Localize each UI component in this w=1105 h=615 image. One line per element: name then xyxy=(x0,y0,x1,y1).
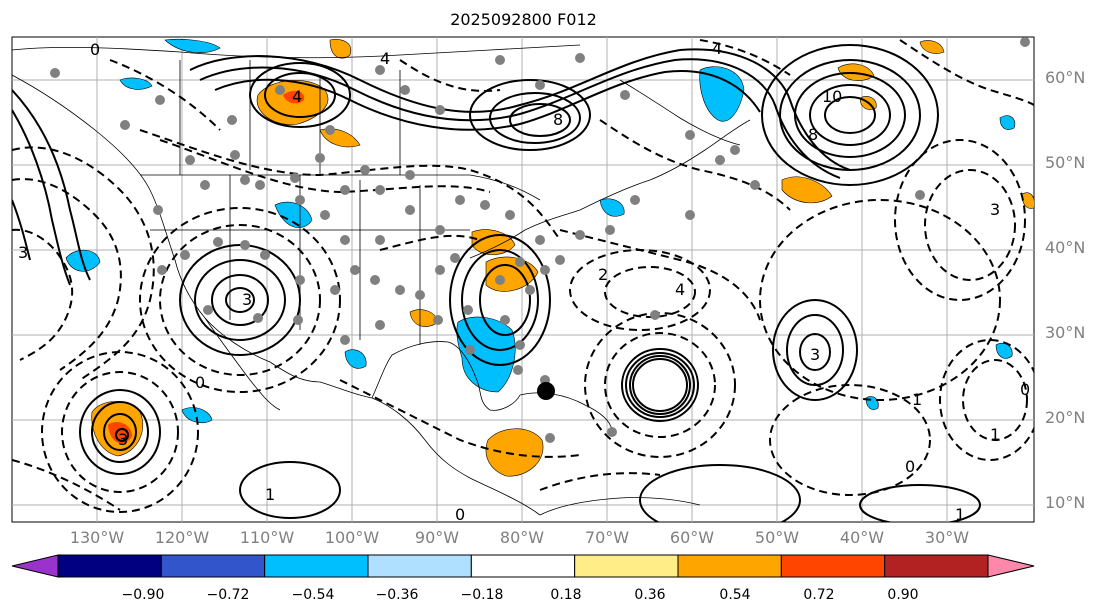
dashed-contours xyxy=(12,39,1034,513)
contour-label: 1 xyxy=(955,505,965,524)
contour-label: 4 xyxy=(675,280,685,299)
contour-label: 3 xyxy=(990,200,1000,219)
contour-label: 8 xyxy=(808,125,818,144)
lon-label: 100°W xyxy=(324,528,380,547)
contour-label: 10 xyxy=(822,87,842,106)
orange-blob xyxy=(485,428,544,477)
lat-label: 40°N xyxy=(1045,238,1086,257)
solid-contours xyxy=(12,44,981,522)
coastlines xyxy=(12,44,751,516)
colorbar-tick: −0.36 xyxy=(375,587,419,603)
contour-label: 0 xyxy=(195,373,205,392)
contour-label: 1 xyxy=(912,390,922,409)
contour-label: 3 xyxy=(242,290,252,309)
lon-label: 30°W xyxy=(924,528,970,547)
orange-blob xyxy=(781,176,833,204)
colorbar-segment xyxy=(677,554,782,578)
colorbar-segment xyxy=(780,554,886,578)
blue-blob xyxy=(599,198,625,217)
colorbar-extend-low xyxy=(11,554,59,578)
contour-label: 3 xyxy=(18,243,28,262)
contour-label: 0 xyxy=(1020,380,1030,399)
station-dots xyxy=(50,37,1030,443)
lon-label: 110°W xyxy=(239,528,295,547)
orange-blob xyxy=(1021,192,1034,209)
blue-blob xyxy=(344,349,367,369)
colorbar-tick: 0.18 xyxy=(550,587,582,603)
orange-blob xyxy=(329,39,352,59)
blue-blob xyxy=(995,342,1013,359)
lat-label: 30°N xyxy=(1045,323,1086,342)
red-blob xyxy=(283,90,305,104)
highlight-dot xyxy=(537,382,555,400)
blue-blob xyxy=(999,115,1016,130)
lon-label: 50°W xyxy=(754,528,800,547)
lon-label: 120°W xyxy=(154,528,210,547)
lat-label: 60°N xyxy=(1045,68,1086,87)
blue-blob xyxy=(119,77,153,90)
contour-label: 3 xyxy=(810,345,820,364)
colorbar-extend-high xyxy=(987,554,1035,578)
lon-label: 70°W xyxy=(584,528,630,547)
contour-label: 1 xyxy=(990,425,1000,444)
contour-label: 3 xyxy=(118,430,128,449)
colorbar-tick: −0.18 xyxy=(460,587,504,603)
lat-label: 20°N xyxy=(1045,408,1086,427)
lon-label: 90°W xyxy=(414,528,460,547)
colorbar-segment xyxy=(367,554,472,578)
blue-blob xyxy=(699,66,745,122)
colorbar-tick: −0.54 xyxy=(291,587,335,603)
colorbar-segment xyxy=(160,554,266,578)
contour-label: 0 xyxy=(905,457,915,476)
contour-label: 8 xyxy=(553,110,563,129)
colorbar-tick: 0.54 xyxy=(719,587,751,603)
colorbar-tick: −0.72 xyxy=(206,587,250,603)
colorbar-segment xyxy=(470,554,576,578)
colorbar-tick: −0.90 xyxy=(121,587,165,603)
contour-label: 4 xyxy=(380,49,390,68)
colorbar xyxy=(11,554,1035,578)
blue-blob xyxy=(181,407,213,423)
blue-blob xyxy=(274,201,313,228)
contour-label: 4 xyxy=(292,87,302,106)
colorbar-tick: 0.72 xyxy=(803,587,835,603)
shaded-anomalies xyxy=(65,38,1034,477)
colorbar-segment xyxy=(574,554,679,578)
lat-label: 50°N xyxy=(1045,153,1086,172)
contour-label: 4 xyxy=(712,39,722,58)
orange-blob xyxy=(919,40,945,54)
map-title: 2025092800 F012 xyxy=(450,10,597,29)
contour-label: 0 xyxy=(455,505,465,524)
blue-blob xyxy=(164,38,221,53)
contour-label: 1 xyxy=(265,485,275,504)
contour-label: 0 xyxy=(90,40,100,59)
colorbar-segment xyxy=(884,554,989,578)
contour-labels: 0 4 4 8 10 8 4 3 3 4 3 2 0 3 1 0 0 1 1 1… xyxy=(18,39,1030,524)
colorbar-tick: 0.90 xyxy=(887,587,919,603)
blue-blob xyxy=(456,316,516,393)
colorbar-tick: 0.36 xyxy=(634,587,666,603)
lon-label: 130°W xyxy=(69,528,125,547)
lat-label: 10°N xyxy=(1045,493,1086,512)
lon-label: 80°W xyxy=(499,528,545,547)
contour-label: 2 xyxy=(598,265,608,284)
lon-label: 60°W xyxy=(669,528,715,547)
colorbar-segment xyxy=(264,554,369,578)
colorbar-segment xyxy=(57,554,162,578)
lon-label: 40°W xyxy=(839,528,885,547)
